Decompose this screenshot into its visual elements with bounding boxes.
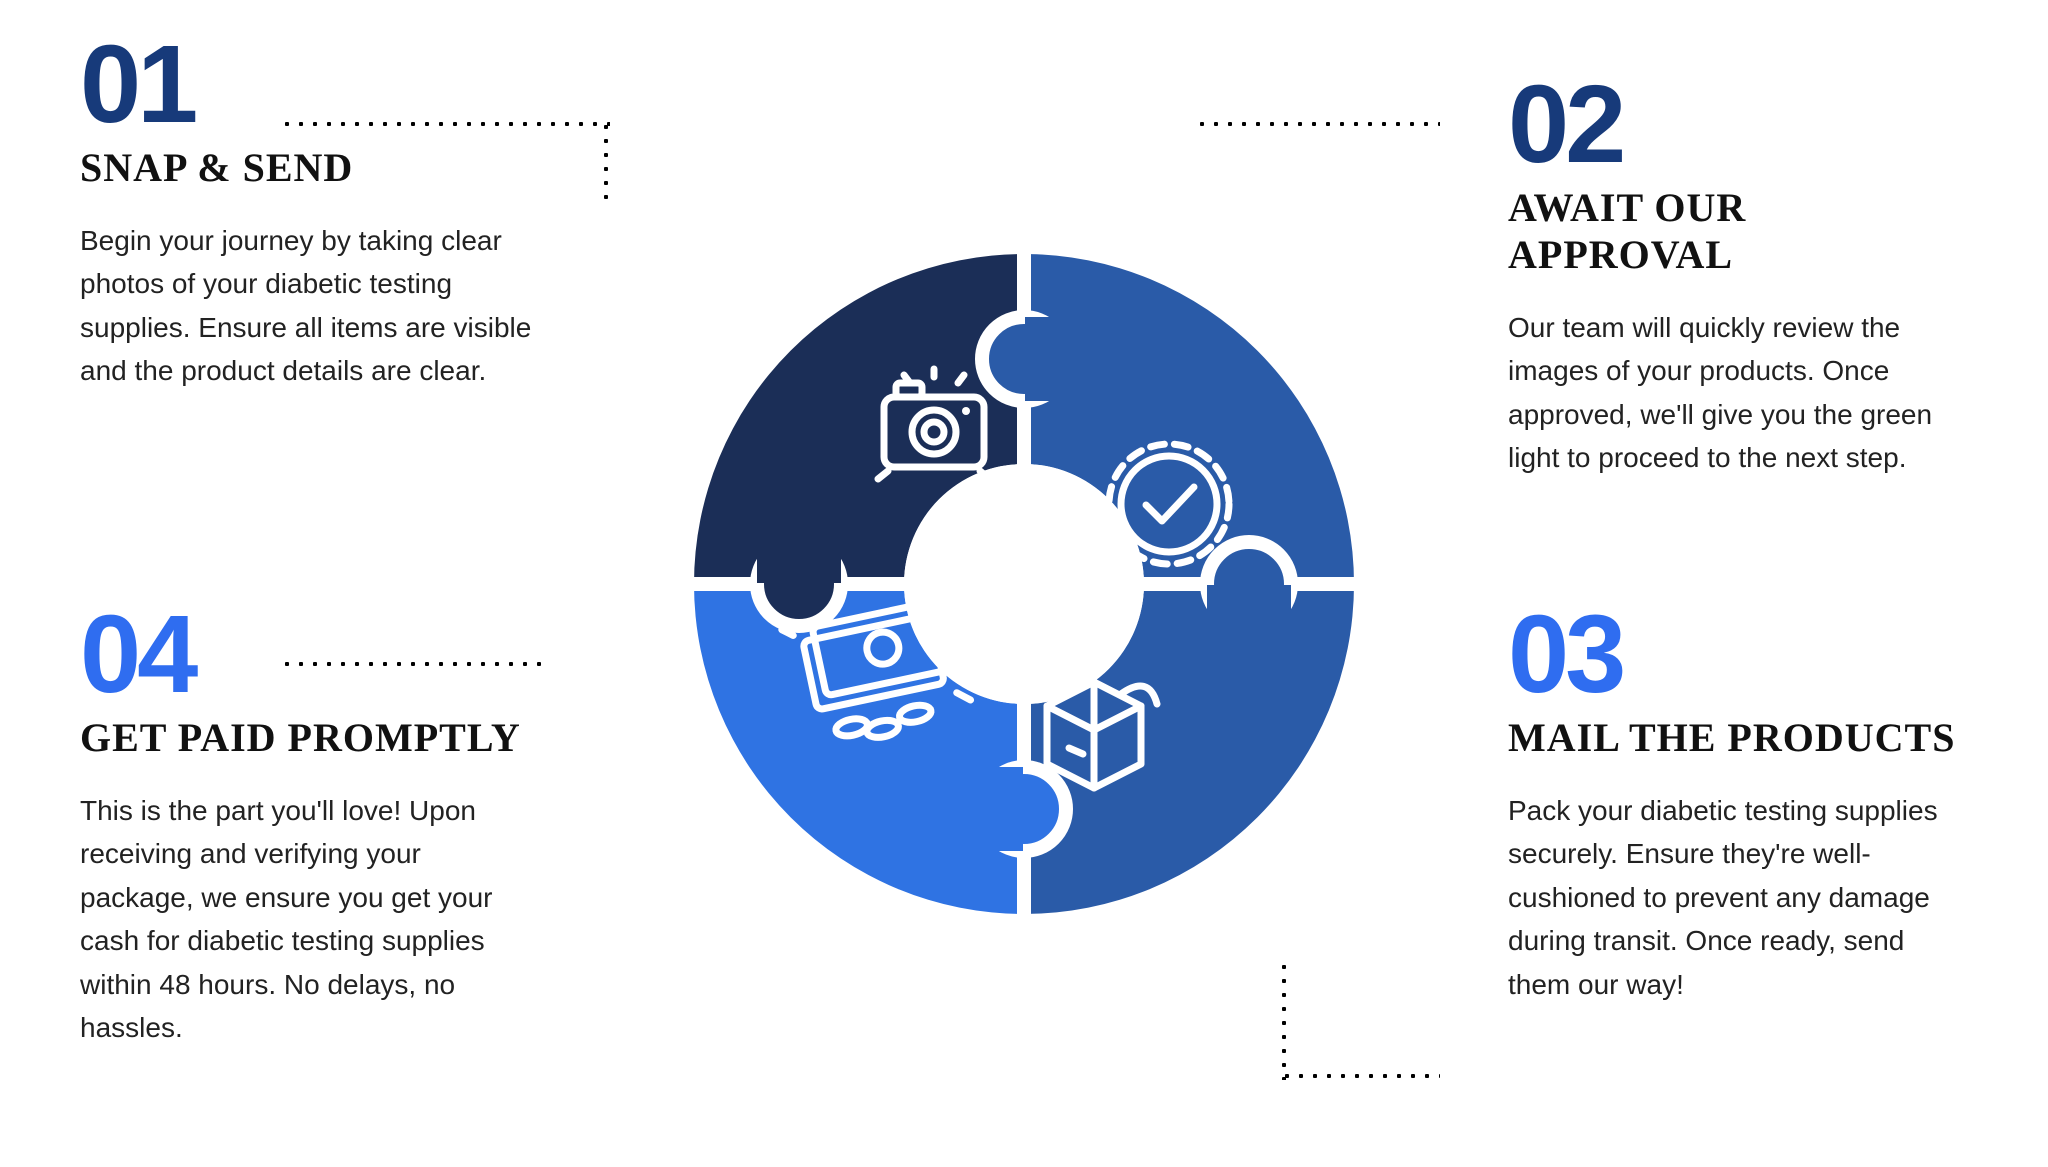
step-01-desc: Begin your journey by taking clear photo…: [80, 219, 540, 393]
puzzle-ring: [684, 244, 1364, 924]
tab-bottom-neck: [973, 767, 1023, 851]
step-03-title: MAIL THE PRODUCTS: [1508, 714, 1968, 761]
connector-01-v: [602, 120, 610, 200]
tab-right-neck: [1207, 585, 1291, 635]
step-02: 02 AWAIT OUR APPROVAL Our team will quic…: [1508, 70, 1968, 480]
connector-03-h: [1280, 1072, 1440, 1080]
step-02-title: AWAIT OUR APPROVAL: [1508, 184, 1968, 278]
step-03-desc: Pack your diabetic testing supplies secu…: [1508, 789, 1968, 1006]
connector-02-h: [1195, 120, 1440, 128]
connector-03-v: [1280, 960, 1288, 1080]
step-03: 03 MAIL THE PRODUCTS Pack your diabetic …: [1508, 600, 1968, 1006]
step-02-desc: Our team will quickly review the images …: [1508, 306, 1968, 480]
infographic-canvas: 01 SNAP & SEND Begin your journey by tak…: [0, 0, 2048, 1167]
step-01: 01 SNAP & SEND Begin your journey by tak…: [80, 30, 540, 393]
step-01-number: 01: [80, 30, 540, 140]
step-02-number: 02: [1508, 70, 1968, 180]
tab-top-neck: [1025, 317, 1075, 401]
step-01-title: SNAP & SEND: [80, 144, 540, 191]
tab-left-neck: [757, 533, 841, 583]
step-04-title: GET PAID PROMPTLY: [80, 714, 540, 761]
step-04-number: 04: [80, 600, 540, 710]
step-04-desc: This is the part you'll love! Upon recei…: [80, 789, 540, 1049]
step-04: 04 GET PAID PROMPTLY This is the part yo…: [80, 600, 540, 1049]
step-03-number: 03: [1508, 600, 1968, 710]
